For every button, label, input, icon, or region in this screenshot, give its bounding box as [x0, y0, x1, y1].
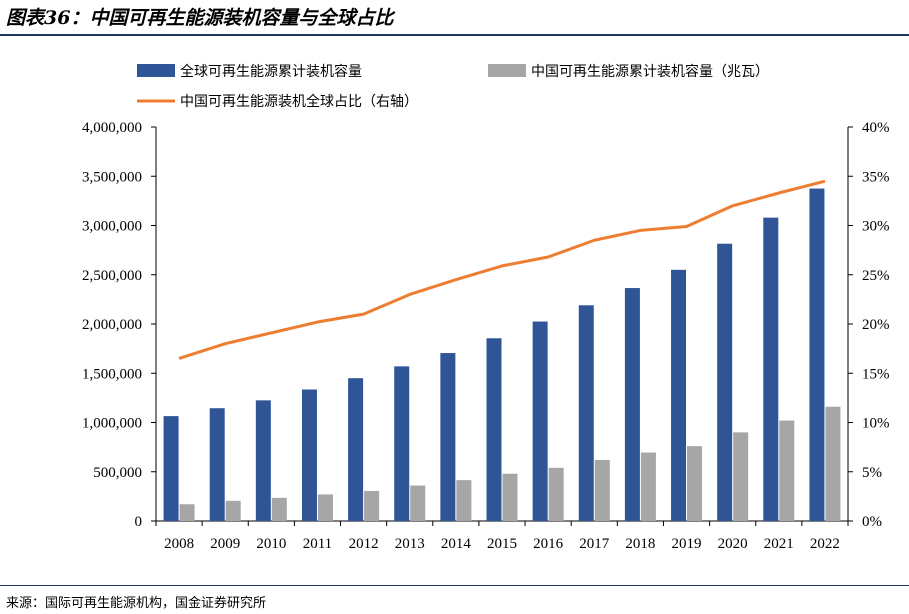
right-tick-label: 35%: [862, 169, 890, 185]
bar-china: [271, 497, 287, 521]
share-line-path: [178, 179, 826, 360]
right-tick-label: 10%: [862, 416, 890, 432]
bar-global: [348, 378, 364, 521]
right-tick-label: 25%: [862, 268, 890, 284]
x-tick-label: 2022: [810, 536, 840, 552]
left-tick-label: 2,000,000: [82, 317, 142, 333]
bar-china: [779, 420, 795, 521]
x-tick-label: 2012: [349, 536, 379, 552]
x-tick-label: 2014: [441, 536, 472, 552]
bar-global: [301, 389, 317, 521]
left-tick-label: 4,000,000: [82, 120, 142, 136]
chart-title: 图表36：中国可再生能源装机容量与全球占比: [6, 7, 394, 29]
share-line: [178, 179, 826, 360]
left-tick-label: 500,000: [93, 465, 142, 481]
left-tick-label: 0: [135, 514, 143, 530]
bar-china: [502, 473, 518, 521]
chart-area: 全球可再生能源累计装机容量 中国可再生能源累计装机容量（兆瓦） 中国可再生能源装机全…: [82, 63, 890, 552]
legend-swatch-global: [137, 64, 175, 77]
bar-china: [179, 504, 195, 521]
bar-china: [364, 490, 380, 521]
bar-china: [594, 459, 610, 521]
bars: [163, 188, 841, 521]
legend: 全球可再生能源累计装机容量 中国可再生能源累计装机容量（兆瓦） 中国可再生能源装机全…: [137, 63, 769, 110]
x-tick-label: 2017: [579, 536, 610, 552]
x-tick-label: 2019: [672, 536, 702, 552]
bar-global: [578, 305, 594, 521]
legend-swatch-china: [488, 64, 526, 77]
x-tick-label: 2018: [625, 536, 655, 552]
left-tick-label: 1,500,000: [82, 366, 142, 382]
bar-global: [717, 243, 733, 521]
bar-china: [410, 485, 426, 521]
bar-global: [671, 269, 687, 521]
left-tick-label: 3,500,000: [82, 169, 142, 185]
bar-global: [255, 400, 271, 521]
source-note: 来源：国际可再生能源机构，国金证券研究所: [6, 596, 267, 611]
right-tick-label: 15%: [862, 366, 890, 382]
bar-china: [640, 452, 656, 521]
left-tick-label: 2,500,000: [82, 268, 142, 284]
bar-china: [687, 446, 703, 521]
bar-global: [809, 188, 825, 521]
right-tick-label: 30%: [862, 219, 890, 235]
x-tick-label: 2010: [256, 536, 286, 552]
bar-global: [163, 416, 179, 521]
x-tick-label: 2021: [764, 536, 794, 552]
right-tick-label: 20%: [862, 317, 890, 333]
legend-label-share: 中国可再生能源装机全球占比（右轴）: [180, 93, 418, 110]
bar-global: [624, 288, 640, 521]
legend-label-china: 中国可再生能源累计装机容量（兆瓦）: [531, 63, 769, 80]
bar-global: [209, 408, 225, 521]
legend-label-global: 全球可再生能源累计装机容量: [180, 63, 362, 80]
right-tick-label: 40%: [862, 120, 890, 136]
footer-rule: [0, 585, 909, 586]
x-tick-label: 2016: [533, 536, 564, 552]
right-tick-label: 0%: [862, 514, 882, 530]
bar-china: [733, 432, 749, 521]
bar-china: [317, 494, 333, 521]
bar-china: [548, 467, 564, 521]
bar-global: [763, 217, 779, 521]
x-tick-label: 2015: [487, 536, 517, 552]
bar-global: [486, 338, 502, 521]
bar-china: [825, 406, 841, 521]
x-tick-label: 2009: [210, 536, 240, 552]
x-tick-label: 2020: [718, 536, 748, 552]
bar-global: [394, 366, 410, 521]
bar-global: [440, 353, 456, 521]
x-tick-label: 2008: [164, 536, 194, 552]
x-tick-label: 2013: [395, 536, 425, 552]
left-tick-label: 1,000,000: [82, 416, 142, 432]
left-tick-label: 3,000,000: [82, 219, 142, 235]
axes: 0 500,000 1,000,000 1,500,000 2,000,000 2,500…: [82, 120, 890, 552]
bar-china: [456, 480, 472, 521]
bar-china: [225, 500, 241, 521]
bar-global: [532, 321, 548, 521]
x-tick-label: 2011: [303, 536, 332, 552]
title-rule: [0, 34, 909, 36]
right-tick-label: 5%: [862, 465, 882, 481]
